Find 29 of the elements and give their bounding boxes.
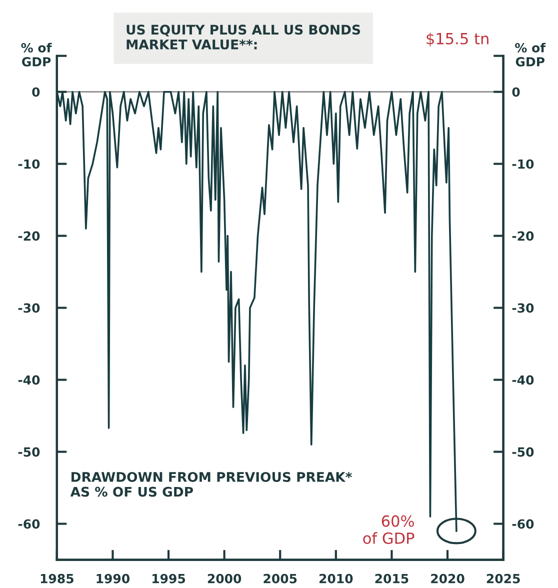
y2-tick-label: -60 bbox=[512, 519, 534, 529]
y2-tick-label: -20 bbox=[512, 231, 534, 241]
y2-tick-label: -40 bbox=[512, 375, 534, 385]
x-tick-label: 2020 bbox=[431, 574, 464, 584]
y-tick-label: -60 bbox=[18, 519, 40, 529]
y-tick-label: -10 bbox=[18, 159, 40, 169]
x-tick-label: 2025 bbox=[486, 574, 520, 584]
chart-title: US EQUITY PLUS ALL US BONDS MARKET VALUE**: bbox=[126, 24, 360, 50]
y2-tick-label: -50 bbox=[512, 447, 534, 457]
y2-tick-label: -10 bbox=[512, 159, 534, 169]
x-tick-label: 2005 bbox=[264, 574, 297, 584]
y-tick-label: -50 bbox=[18, 447, 40, 457]
x-tick-label: 2015 bbox=[375, 574, 408, 584]
x-tick-label: 2010 bbox=[320, 574, 353, 584]
y-tick-label: -20 bbox=[18, 231, 40, 241]
text: DRAWDOWN FROM PREVIOUS PREAK* AS % OF US GDP bbox=[70, 472, 352, 497]
y2-tick-label: 0 bbox=[512, 87, 520, 97]
y-tick-label: -40 bbox=[18, 375, 40, 385]
x-tick-label: 1985 bbox=[40, 574, 74, 584]
y-axis-title: % of GDP bbox=[21, 42, 52, 66]
x-tick-label: 1990 bbox=[96, 574, 130, 584]
annotation: 60% of GDP bbox=[363, 515, 414, 544]
y-tick-label: 0 bbox=[32, 87, 40, 97]
x-tick-label: 2000 bbox=[208, 574, 242, 584]
y-tick-label: -30 bbox=[18, 303, 40, 313]
text: $15.5 tn bbox=[426, 32, 488, 46]
x-tick-label: 1995 bbox=[152, 574, 186, 584]
y2-axis-title: % of GDP bbox=[515, 42, 546, 66]
y2-tick-label: -30 bbox=[512, 303, 534, 313]
